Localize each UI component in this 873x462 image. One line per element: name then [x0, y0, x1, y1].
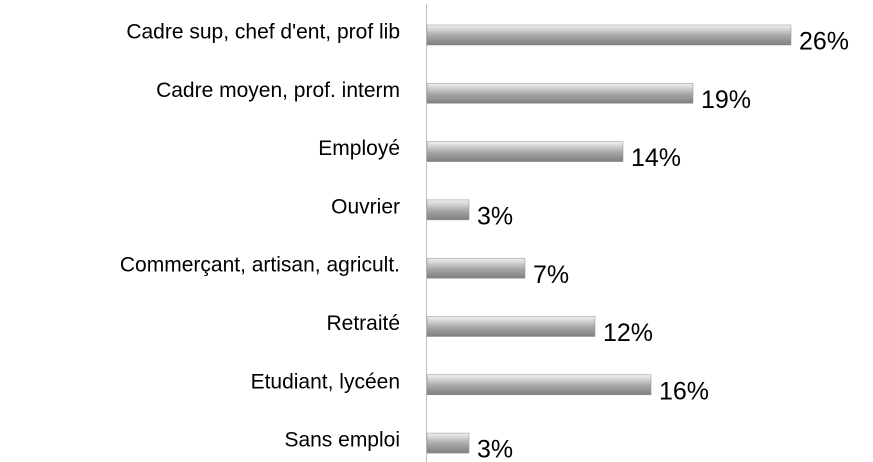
bar: [426, 257, 526, 279]
category-label: Retraité: [326, 312, 400, 335]
bar: [426, 199, 470, 221]
value-label: 19%: [701, 86, 751, 114]
value-label: 26%: [799, 28, 849, 56]
category-label: Employé: [318, 137, 400, 160]
category-label: Ouvrier: [331, 195, 400, 218]
value-label: 3%: [477, 203, 513, 231]
bar: [426, 374, 652, 396]
category-label: Cadre moyen, prof. interm: [156, 79, 400, 102]
value-label: 7%: [533, 261, 569, 289]
category-label: Etudiant, lycéen: [251, 370, 400, 393]
bar: [426, 83, 694, 104]
bar: [426, 432, 470, 454]
value-label: 3%: [477, 436, 513, 462]
value-label: 16%: [659, 377, 709, 405]
bar: [426, 24, 792, 46]
category-label: Cadre sup, chef d'ent, prof lib: [126, 21, 400, 44]
category-label: Commerçant, artisan, agricult.: [120, 254, 400, 277]
bar: [426, 141, 624, 162]
value-label: 14%: [631, 144, 681, 172]
category-label: Sans emploi: [284, 429, 400, 452]
bar: [426, 316, 596, 337]
value-label: 12%: [603, 319, 653, 347]
